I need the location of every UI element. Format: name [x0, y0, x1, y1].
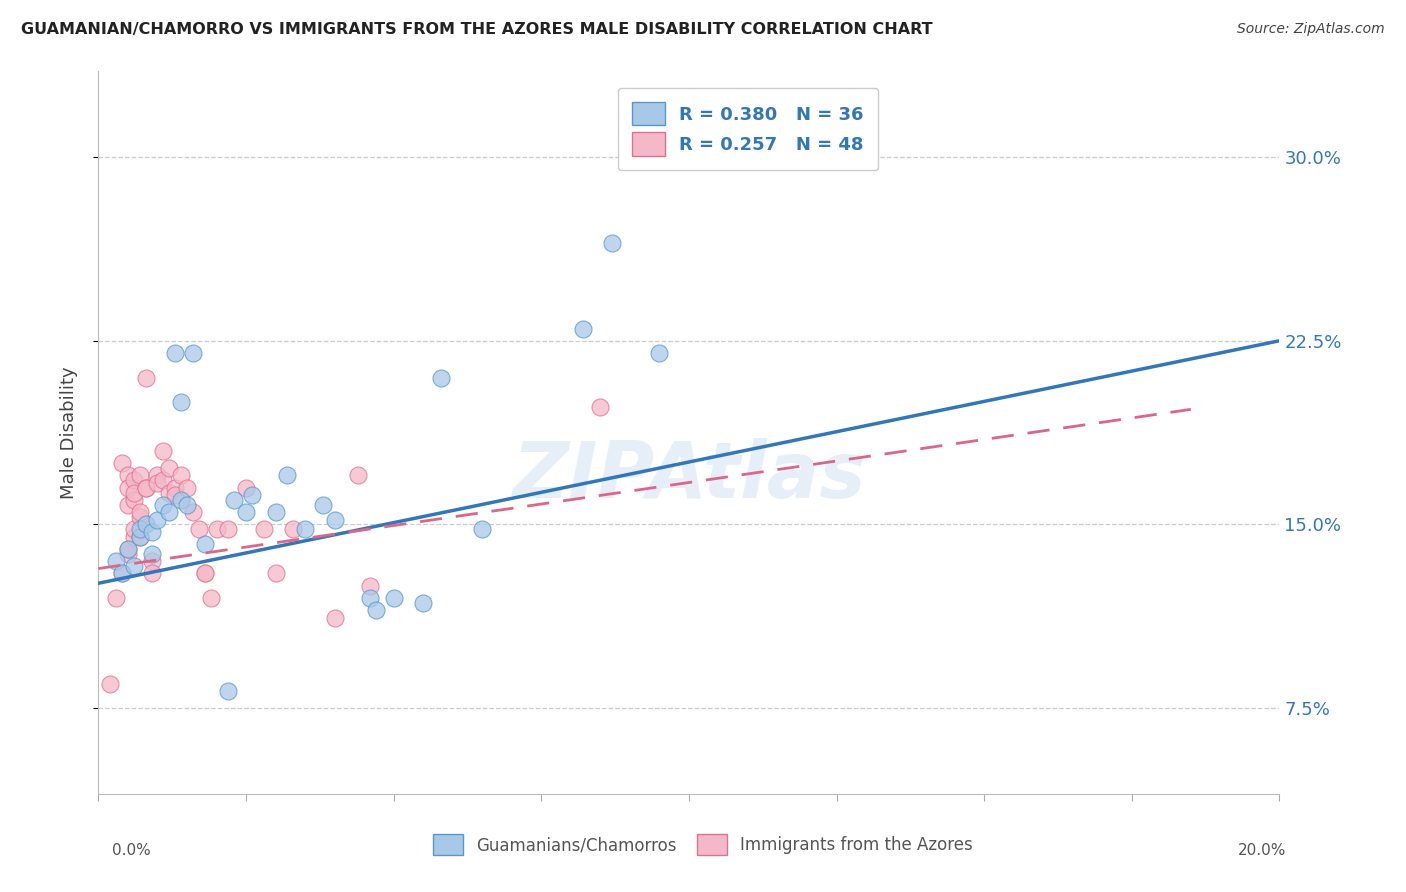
- Point: [157, 505, 180, 519]
- Y-axis label: Male Disability: Male Disability: [59, 367, 77, 499]
- Point: [170, 493, 193, 508]
- Point: [117, 541, 139, 556]
- Point: [224, 493, 246, 508]
- Point: [146, 468, 169, 483]
- Point: [152, 444, 174, 458]
- Point: [194, 566, 217, 581]
- Point: [165, 481, 187, 495]
- Point: [135, 517, 157, 532]
- Point: [152, 474, 174, 488]
- Point: [111, 566, 134, 581]
- Point: [111, 566, 134, 581]
- Text: Source: ZipAtlas.com: Source: ZipAtlas.com: [1237, 22, 1385, 37]
- Text: 0.0%: 0.0%: [112, 843, 152, 858]
- Point: [135, 370, 157, 384]
- Point: [141, 554, 163, 568]
- Text: ZIPAtlas: ZIPAtlas: [512, 438, 866, 514]
- Point: [157, 461, 180, 475]
- Point: [117, 481, 139, 495]
- Point: [312, 498, 335, 512]
- Point: [187, 522, 209, 536]
- Point: [111, 456, 134, 470]
- Point: [128, 510, 150, 524]
- Point: [135, 481, 157, 495]
- Point: [117, 547, 139, 561]
- Point: [141, 524, 163, 539]
- Point: [165, 488, 187, 502]
- Point: [152, 498, 174, 512]
- Point: [217, 684, 239, 698]
- Point: [117, 468, 139, 483]
- Point: [359, 579, 381, 593]
- Point: [283, 522, 305, 536]
- Point: [194, 566, 217, 581]
- Legend: Guamanians/Chamorros, Immigrants from the Azores: Guamanians/Chamorros, Immigrants from th…: [426, 828, 980, 862]
- Point: [323, 610, 346, 624]
- Text: 20.0%: 20.0%: [1239, 843, 1286, 858]
- Point: [141, 547, 163, 561]
- Point: [165, 346, 187, 360]
- Point: [170, 468, 193, 483]
- Point: [294, 522, 316, 536]
- Point: [122, 485, 145, 500]
- Point: [364, 603, 387, 617]
- Point: [571, 321, 593, 335]
- Point: [141, 566, 163, 581]
- Point: [276, 468, 298, 483]
- Point: [170, 395, 193, 409]
- Point: [122, 530, 145, 544]
- Point: [157, 485, 180, 500]
- Point: [347, 468, 370, 483]
- Point: [181, 346, 204, 360]
- Point: [382, 591, 405, 605]
- Point: [122, 522, 145, 536]
- Point: [323, 512, 346, 526]
- Point: [105, 591, 128, 605]
- Point: [264, 505, 287, 519]
- Point: [235, 505, 257, 519]
- Point: [359, 591, 381, 605]
- Point: [200, 591, 222, 605]
- Point: [264, 566, 287, 581]
- Point: [135, 481, 157, 495]
- Point: [117, 541, 139, 556]
- Point: [194, 537, 217, 551]
- Point: [589, 400, 612, 414]
- Point: [648, 346, 671, 360]
- Point: [235, 481, 257, 495]
- Point: [176, 498, 198, 512]
- Point: [128, 505, 150, 519]
- Point: [117, 498, 139, 512]
- Point: [176, 481, 198, 495]
- Point: [430, 370, 453, 384]
- Point: [217, 522, 239, 536]
- Point: [122, 559, 145, 574]
- Point: [600, 235, 623, 250]
- Point: [146, 512, 169, 526]
- Point: [98, 676, 121, 690]
- Point: [240, 488, 263, 502]
- Point: [128, 522, 150, 536]
- Point: [122, 474, 145, 488]
- Point: [412, 596, 434, 610]
- Point: [471, 522, 494, 536]
- Point: [128, 530, 150, 544]
- Point: [105, 554, 128, 568]
- Legend: R = 0.380   N = 36, R = 0.257   N = 48: R = 0.380 N = 36, R = 0.257 N = 48: [617, 87, 879, 170]
- Point: [128, 530, 150, 544]
- Point: [205, 522, 228, 536]
- Point: [181, 505, 204, 519]
- Point: [253, 522, 276, 536]
- Text: GUAMANIAN/CHAMORRO VS IMMIGRANTS FROM THE AZORES MALE DISABILITY CORRELATION CHA: GUAMANIAN/CHAMORRO VS IMMIGRANTS FROM TH…: [21, 22, 932, 37]
- Point: [146, 475, 169, 490]
- Point: [128, 468, 150, 483]
- Point: [122, 493, 145, 508]
